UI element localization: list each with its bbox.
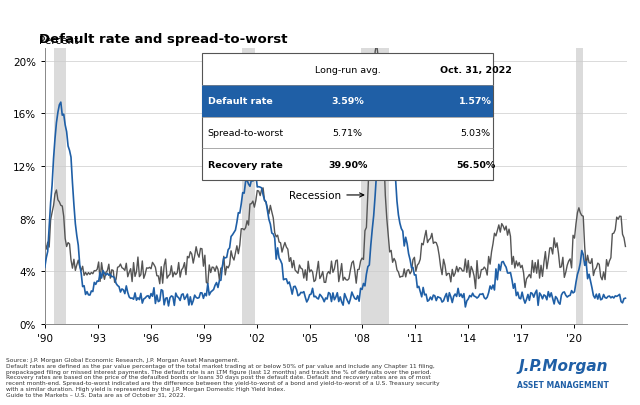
Text: 5.71%: 5.71% bbox=[333, 129, 363, 138]
Text: 3.59%: 3.59% bbox=[332, 97, 364, 106]
Text: Recession: Recession bbox=[289, 190, 364, 200]
Text: 5.03%: 5.03% bbox=[461, 129, 491, 138]
Text: Long-run avg.: Long-run avg. bbox=[315, 66, 381, 75]
Text: Source: J.P. Morgan Global Economic Research, J.P. Morgan Asset Management.
Defa: Source: J.P. Morgan Global Economic Rese… bbox=[6, 357, 440, 397]
Text: ASSET MANAGEMENT: ASSET MANAGEMENT bbox=[517, 380, 609, 389]
Text: Recovery rate: Recovery rate bbox=[208, 160, 283, 169]
Text: Oct. 31, 2022: Oct. 31, 2022 bbox=[440, 66, 512, 75]
Bar bbox=[576, 49, 583, 324]
Text: J.P.Morgan: J.P.Morgan bbox=[518, 358, 608, 373]
Text: Default rate: Default rate bbox=[208, 97, 273, 106]
Text: 56.50%: 56.50% bbox=[456, 160, 495, 169]
FancyBboxPatch shape bbox=[202, 86, 493, 117]
Text: 1.57%: 1.57% bbox=[460, 97, 492, 106]
Text: 39.90%: 39.90% bbox=[328, 160, 367, 169]
FancyBboxPatch shape bbox=[202, 54, 493, 181]
Bar bbox=[243, 49, 255, 324]
Text: Spread-to-worst: Spread-to-worst bbox=[208, 129, 284, 138]
Bar bbox=[54, 49, 66, 324]
Text: Percent: Percent bbox=[39, 36, 78, 46]
Bar bbox=[361, 49, 389, 324]
Text: Default rate and spread-to-worst: Default rate and spread-to-worst bbox=[39, 33, 287, 46]
